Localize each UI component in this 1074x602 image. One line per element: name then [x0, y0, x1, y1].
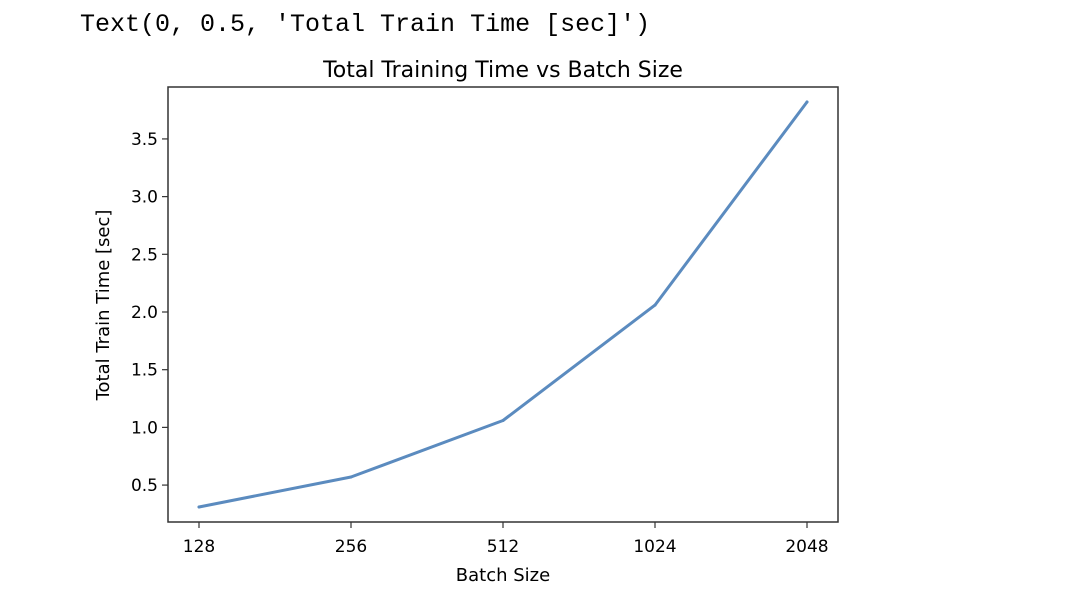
data-point [805, 100, 809, 104]
data-point [349, 475, 353, 479]
x-axis: 128 256 512 1024 2048 [183, 522, 829, 557]
x-tick-label: 512 [487, 537, 519, 557]
cell-output-text: Text(0, 0.5, 'Total Train Time [sec]') [80, 10, 651, 39]
x-tick-label: 128 [183, 537, 215, 557]
series-layer [197, 100, 809, 509]
y-tick-label: 1.5 [131, 361, 158, 381]
plot-area: 0.5 1.0 1.5 2.0 2.5 3.0 3.5 128 256 512 1024 2048 [131, 86, 839, 557]
data-point [197, 505, 201, 509]
data-point [653, 303, 657, 307]
chart-title: Total Training Time vs Batch Size [322, 58, 683, 83]
x-tick-label: 256 [335, 537, 367, 557]
y-tick-label: 2.0 [131, 303, 158, 323]
y-tick-label: 1.0 [131, 418, 158, 438]
plot-frame [167, 86, 839, 523]
data-point [501, 418, 505, 422]
y-tick-label: 2.5 [131, 245, 158, 265]
y-tick-label: 3.0 [131, 188, 158, 208]
x-axis-label: Batch Size [456, 565, 550, 586]
x-tick-label: 1024 [633, 537, 676, 557]
x-tick-label: 2048 [785, 537, 828, 557]
y-tick-label: 0.5 [131, 476, 158, 496]
y-axis: 0.5 1.0 1.5 2.0 2.5 3.0 3.5 [131, 130, 168, 496]
y-axis-label: Total Train Time [sec] [93, 210, 114, 402]
y-tick-label: 3.5 [131, 130, 158, 150]
